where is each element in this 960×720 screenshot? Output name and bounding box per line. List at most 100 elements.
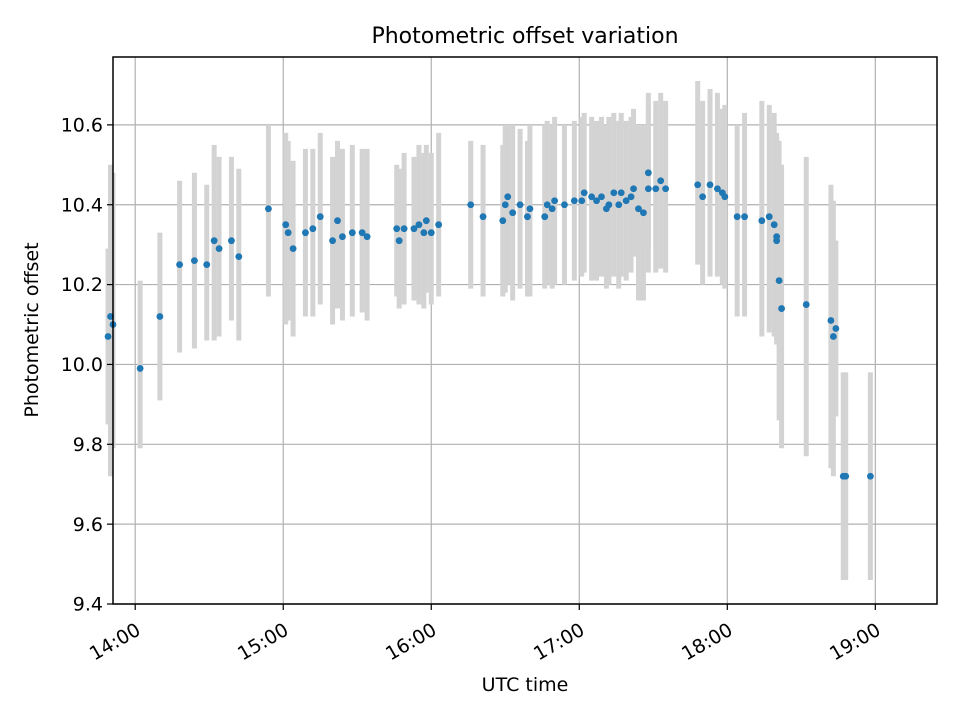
data-point: [827, 317, 835, 324]
data-point: [289, 245, 297, 253]
data-point: [541, 213, 549, 221]
data-point: [644, 169, 652, 177]
data-point: [176, 261, 184, 269]
data-point: [156, 313, 164, 320]
data-point: [235, 253, 243, 261]
x-tick-label: 16:00: [382, 619, 440, 665]
data-point: [829, 333, 837, 340]
data-point: [501, 201, 509, 209]
data-point: [215, 245, 223, 253]
data-point: [543, 201, 551, 209]
data-point: [104, 333, 112, 340]
data-point: [561, 201, 568, 209]
data-point: [524, 213, 531, 221]
data-point: [358, 229, 366, 237]
data-point: [721, 193, 729, 201]
data-point: [622, 197, 630, 205]
data-point: [284, 229, 292, 237]
y-tick-label: 10.2: [61, 274, 103, 296]
data-point: [578, 197, 586, 205]
data-point: [410, 225, 418, 233]
data-point: [210, 237, 218, 245]
data-point: [775, 277, 783, 284]
data-point: [593, 197, 600, 205]
data-point: [329, 237, 336, 245]
data-point: [694, 181, 702, 189]
data-point: [400, 225, 408, 233]
data-point: [580, 189, 588, 197]
x-tick-label: 19:00: [826, 619, 884, 665]
x-tick-label: 15:00: [234, 619, 292, 665]
x-tick-label: 18:00: [678, 619, 736, 665]
data-point: [605, 201, 613, 209]
data-point: [363, 233, 371, 241]
data-points: [104, 169, 874, 480]
data-point: [467, 201, 475, 209]
data-point: [640, 209, 647, 217]
data-point: [499, 217, 507, 225]
data-point: [615, 201, 623, 209]
data-point: [770, 221, 778, 229]
y-tick-label: 10.4: [61, 194, 103, 216]
data-point: [422, 217, 430, 225]
data-point: [526, 205, 534, 213]
y-axis-ticks: 9.4 9.6 9.8 10.0 10.2 10.4 10.6: [61, 115, 113, 616]
data-point: [699, 193, 707, 201]
data-point: [302, 229, 309, 237]
y-tick-label: 9.8: [73, 434, 103, 456]
data-point: [627, 193, 635, 201]
data-point: [107, 313, 114, 320]
data-point: [228, 237, 235, 245]
error-bars: [105, 80, 873, 581]
data-point: [652, 185, 660, 193]
data-point: [420, 229, 428, 237]
y-tick-label: 9.6: [73, 514, 103, 536]
data-point: [316, 213, 324, 221]
data-point: [842, 472, 850, 480]
chart-title: Photometric offset variation: [371, 24, 678, 49]
data-point: [630, 185, 637, 193]
data-point: [758, 217, 766, 225]
data-point: [644, 185, 652, 193]
data-point: [509, 209, 517, 217]
data-point: [662, 185, 670, 193]
data-point: [588, 193, 596, 201]
data-point: [435, 221, 443, 229]
x-tick-label: 14:00: [86, 619, 144, 665]
x-axis-ticks: 14:00 15:00 16:00 17:00 18:00 19:00: [86, 604, 884, 665]
x-axis-label: UTC time: [482, 674, 569, 696]
data-point: [617, 189, 625, 197]
data-point: [479, 213, 487, 221]
data-point: [598, 193, 605, 201]
data-point: [339, 233, 346, 241]
data-point: [191, 257, 198, 265]
data-point: [348, 229, 356, 237]
data-point: [773, 237, 781, 245]
data-point: [832, 325, 840, 332]
data-point: [765, 213, 773, 221]
data-point: [706, 181, 714, 189]
data-point: [265, 205, 272, 213]
y-tick-label: 10.6: [61, 115, 103, 137]
y-tick-label: 10.0: [61, 354, 103, 376]
plot-frame: [112, 56, 938, 605]
data-point: [504, 193, 512, 201]
data-point: [635, 205, 642, 213]
data-point: [393, 225, 401, 233]
data-point: [334, 217, 341, 225]
data-point: [395, 237, 403, 245]
data-point: [714, 185, 721, 193]
grid: [113, 57, 937, 605]
data-point: [802, 301, 810, 308]
data-point: [136, 365, 144, 372]
data-point: [282, 221, 290, 229]
data-point: [778, 305, 785, 312]
x-tick-label: 17:00: [530, 619, 588, 665]
data-point: [203, 261, 211, 269]
data-point: [570, 197, 578, 205]
y-tick-label: 9.4: [73, 594, 103, 616]
data-point: [741, 213, 748, 221]
data-point: [415, 221, 423, 229]
data-point: [548, 205, 556, 213]
